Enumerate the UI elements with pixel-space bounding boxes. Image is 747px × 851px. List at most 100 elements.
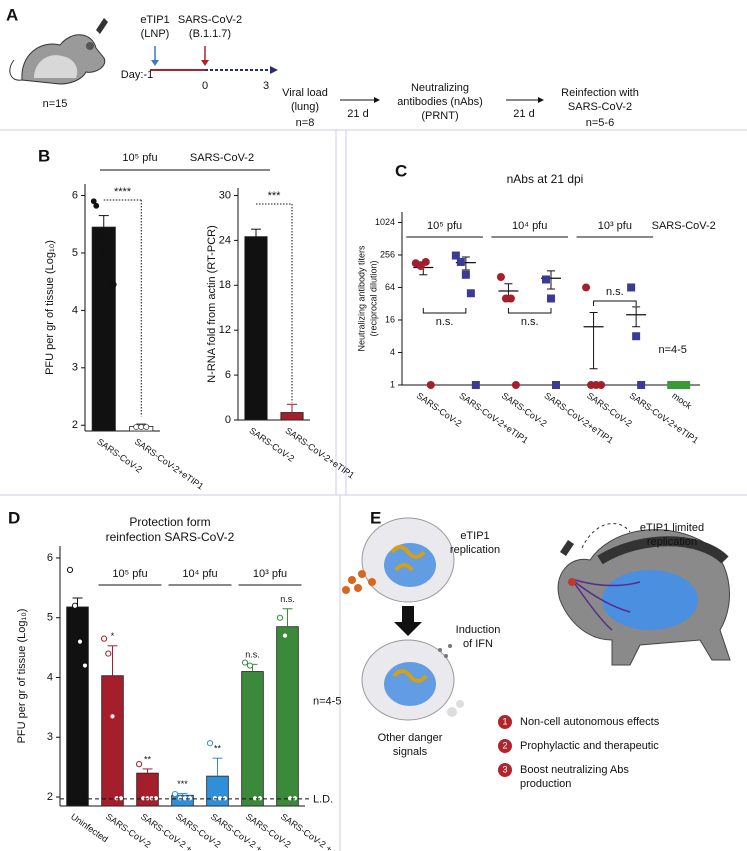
bullet-number: 2 bbox=[502, 740, 507, 750]
cell-diagram bbox=[342, 517, 464, 721]
ns-label: n.s. bbox=[606, 286, 624, 298]
mouse-belly bbox=[34, 55, 78, 78]
point bbox=[542, 275, 550, 284]
significance: *** bbox=[268, 190, 282, 202]
point bbox=[246, 662, 254, 669]
label: eTIP1 bbox=[460, 530, 489, 542]
point bbox=[66, 566, 74, 574]
x-tick-label: SARS-CoV-2+eTIP1 bbox=[542, 390, 615, 445]
point bbox=[171, 790, 179, 798]
label: of IFN bbox=[463, 638, 493, 650]
point bbox=[286, 795, 294, 802]
y-tick-label: 4 bbox=[47, 671, 53, 683]
replication bbox=[392, 669, 428, 683]
point bbox=[138, 424, 145, 430]
y-tick-label: 12 bbox=[219, 324, 231, 336]
point bbox=[241, 659, 249, 666]
effect: Non-cell autonomous effects bbox=[520, 716, 660, 728]
mouse-tail bbox=[9, 59, 23, 81]
step: Neutralizing bbox=[411, 82, 469, 94]
interval: 21 d bbox=[347, 108, 368, 120]
n-label: n=15 bbox=[43, 98, 68, 110]
treatment: eTIP1 bbox=[140, 14, 169, 26]
particle bbox=[368, 578, 376, 586]
effect: Boost neutralizing Abs bbox=[520, 764, 629, 776]
danger bbox=[447, 707, 457, 717]
point bbox=[251, 795, 259, 802]
effect: Prophylactic and therapeutic bbox=[520, 740, 659, 752]
y-tick-label: 256 bbox=[380, 249, 395, 259]
point bbox=[71, 602, 79, 609]
step: (lung) bbox=[291, 101, 319, 113]
step: (PRNT) bbox=[421, 110, 458, 122]
point bbox=[276, 614, 284, 621]
y-tick-label: 5 bbox=[47, 612, 53, 624]
arrow bbox=[394, 606, 422, 636]
significance: ** bbox=[144, 754, 152, 764]
note: n=4-5 bbox=[313, 695, 341, 707]
point bbox=[421, 257, 430, 266]
virus-label: SARS-CoV-2 bbox=[652, 220, 716, 232]
y-tick-label: 2 bbox=[47, 791, 53, 803]
danger bbox=[456, 700, 464, 708]
y-tick-label: 6 bbox=[72, 189, 78, 201]
group-label: 10⁵ pfu bbox=[427, 220, 462, 232]
label: Induction bbox=[456, 624, 501, 636]
step: antibodies (nAbs) bbox=[397, 96, 483, 108]
n-label: n=5-6 bbox=[586, 117, 614, 129]
point bbox=[291, 795, 299, 802]
day: 0 bbox=[202, 80, 208, 92]
lung bbox=[602, 570, 698, 630]
point bbox=[627, 283, 636, 292]
y-tick-label: 6 bbox=[225, 369, 231, 381]
y-tick-label: 16 bbox=[385, 314, 395, 324]
ifn bbox=[438, 648, 442, 652]
x-tick-label: Uninfected bbox=[69, 811, 110, 844]
panel-letter: A bbox=[6, 5, 18, 24]
label: Other danger bbox=[378, 732, 443, 744]
challenge: (B.1.1.7) bbox=[189, 28, 231, 40]
point bbox=[677, 381, 686, 389]
bullet-number: 1 bbox=[502, 716, 507, 726]
point bbox=[496, 273, 505, 282]
point bbox=[281, 632, 289, 639]
significance: n.s. bbox=[280, 594, 295, 604]
mouse-ear bbox=[86, 42, 94, 50]
point bbox=[133, 424, 140, 430]
y-tick-label: 6 bbox=[47, 552, 53, 564]
step: Viral load bbox=[282, 87, 328, 99]
y-tick-label: 64 bbox=[385, 282, 395, 292]
point bbox=[110, 281, 117, 288]
point bbox=[552, 381, 560, 389]
panel-letter: C bbox=[395, 161, 407, 180]
virus-label: SARS-CoV-2 bbox=[190, 152, 254, 164]
arrow-head bbox=[151, 60, 159, 66]
bar bbox=[276, 626, 299, 807]
effect: production bbox=[520, 778, 571, 790]
point bbox=[143, 424, 150, 430]
y-tick-label: 4 bbox=[72, 304, 78, 316]
challenge: SARS-CoV-2 bbox=[178, 14, 242, 26]
point bbox=[466, 289, 475, 298]
spread bbox=[574, 579, 641, 631]
panel-letter: E bbox=[370, 508, 381, 527]
point bbox=[93, 202, 100, 209]
y-tick-label: 24 bbox=[219, 234, 231, 246]
point bbox=[632, 332, 641, 341]
bar bbox=[206, 775, 229, 807]
point bbox=[105, 258, 112, 265]
x-tick-label: mock bbox=[670, 390, 694, 411]
point bbox=[682, 381, 691, 389]
chart-title: reinfection SARS-CoV-2 bbox=[106, 530, 235, 544]
y-tick-label: 0 bbox=[225, 414, 231, 426]
point bbox=[597, 381, 606, 389]
dose-label: 10⁵ pfu bbox=[122, 152, 157, 164]
particle bbox=[354, 584, 362, 592]
label: replication bbox=[647, 536, 697, 548]
point bbox=[76, 638, 84, 645]
bar bbox=[244, 236, 268, 421]
bar bbox=[241, 671, 264, 807]
y-tick-label: 5 bbox=[72, 247, 78, 259]
bullet bbox=[498, 739, 512, 753]
